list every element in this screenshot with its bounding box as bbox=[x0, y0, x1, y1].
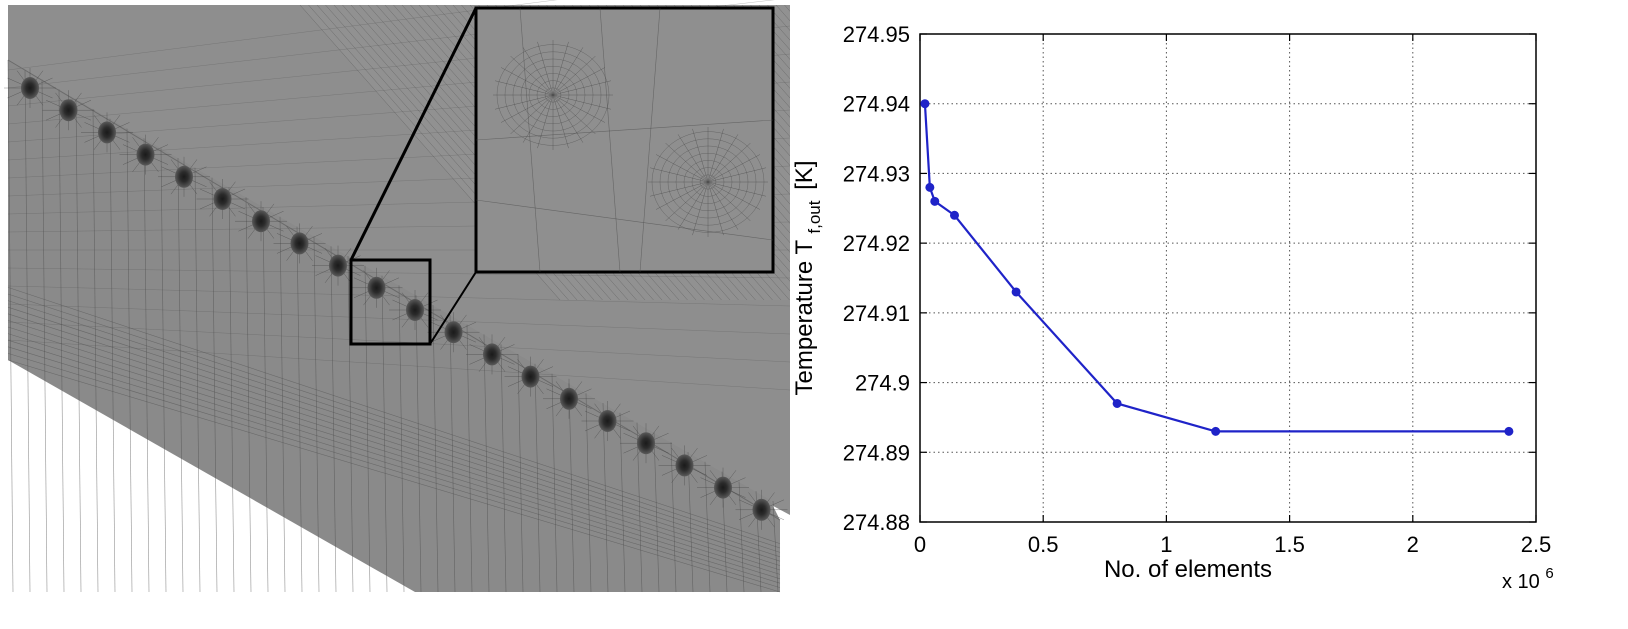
x-tick-label: 2.5 bbox=[1521, 532, 1552, 557]
y-axis-label-main: Temperature T bbox=[791, 240, 818, 396]
x-tick-label: 1 bbox=[1160, 532, 1172, 557]
y-tick-label: 274.95 bbox=[843, 22, 910, 47]
data-point bbox=[925, 182, 935, 192]
y-tick-label: 274.92 bbox=[843, 231, 910, 256]
data-point bbox=[1011, 287, 1021, 297]
y-tick-label: 274.88 bbox=[843, 510, 910, 535]
x-tick-label: 2 bbox=[1407, 532, 1419, 557]
data-point bbox=[920, 99, 930, 109]
axis-ticks: 0 0.5 1 1.5 2 2.5 274.88 274.89 274.9 274.91 274.9… bbox=[843, 22, 1552, 557]
zoom-source-box bbox=[349, 258, 432, 346]
data-point bbox=[1211, 426, 1221, 436]
y-tick-label: 274.89 bbox=[843, 440, 910, 465]
zoom-connector-line bbox=[349, 7, 478, 261]
mesh-holes bbox=[4, 68, 788, 530]
y-tick-label: 274.9 bbox=[855, 371, 910, 396]
zoom-inset-mesh bbox=[475, 7, 774, 273]
y-axis-label: Temperature T f,out [K] bbox=[791, 161, 826, 396]
chart-svg: 0 0.5 1 1.5 2 2.5 274.88 274.89 274.9 274.91 274.9… bbox=[791, 22, 1554, 593]
data-point bbox=[1112, 398, 1122, 408]
convergence-chart: 0 0.5 1 1.5 2 2.5 274.88 274.89 274.9 274.91 274.9… bbox=[790, 0, 1628, 624]
x-tick-label: 0 bbox=[914, 532, 926, 557]
x-tick-label: 0.5 bbox=[1028, 532, 1059, 557]
y-tick-label: 274.93 bbox=[843, 161, 910, 186]
zoom-connector-line bbox=[429, 271, 477, 345]
y-tick-label: 274.94 bbox=[843, 92, 910, 117]
data-point bbox=[949, 210, 959, 220]
x-axis-label: No. of elements bbox=[1104, 556, 1272, 583]
y-tick-label: 274.91 bbox=[843, 301, 910, 326]
data-point bbox=[930, 196, 940, 206]
x-axis-exponent-power: 6 bbox=[1545, 565, 1553, 582]
mesh-front-face bbox=[8, 60, 780, 592]
x-axis-exponent-base: x 10 bbox=[1502, 571, 1540, 593]
plot-frame bbox=[919, 33, 1537, 523]
data-point bbox=[1504, 426, 1514, 436]
x-tick-label: 1.5 bbox=[1274, 532, 1305, 557]
x-axis-exponent: x 10 6 bbox=[1502, 565, 1554, 593]
series-line bbox=[923, 103, 1509, 433]
mesh-figure bbox=[0, 0, 1062, 624]
zoom-inset bbox=[474, 6, 775, 274]
mesh-figure-svg bbox=[4, 0, 1062, 593]
grid bbox=[920, 34, 1536, 522]
series bbox=[920, 99, 1514, 436]
y-axis-label-unit: [K] bbox=[791, 161, 818, 190]
y-axis-label-sub: f,out bbox=[805, 200, 824, 233]
